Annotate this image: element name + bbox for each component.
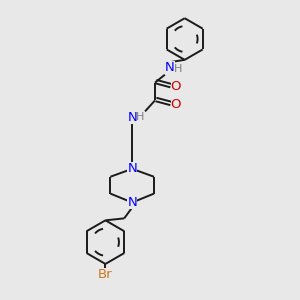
- Text: N: N: [127, 196, 137, 209]
- Text: N: N: [165, 61, 175, 74]
- Text: H: H: [174, 64, 182, 74]
- Text: O: O: [170, 98, 181, 111]
- Text: N: N: [127, 111, 137, 124]
- Text: H: H: [136, 112, 144, 122]
- Text: N: N: [127, 162, 137, 175]
- Text: Br: Br: [98, 268, 113, 281]
- Text: O: O: [170, 80, 181, 93]
- Text: N: N: [127, 162, 137, 175]
